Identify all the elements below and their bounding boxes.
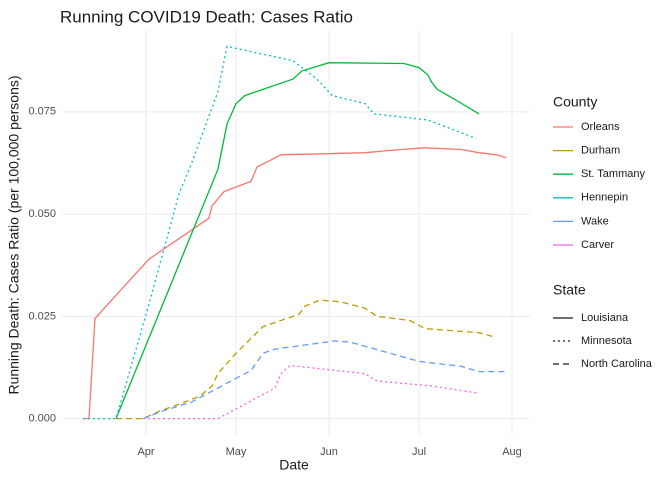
legend-title: County xyxy=(553,94,597,110)
series-line xyxy=(142,340,506,420)
series-line xyxy=(83,147,507,420)
grid xyxy=(62,30,530,435)
legend-label: Orleans xyxy=(581,121,620,133)
legend-label: St. Tammany xyxy=(581,168,645,180)
series-line xyxy=(116,299,495,420)
x-tick-label: Jul xyxy=(412,446,426,458)
legend-label: Carver xyxy=(581,239,614,251)
series-line xyxy=(115,62,480,419)
series-line xyxy=(143,364,480,420)
y-tick-label: 0.050 xyxy=(28,208,56,220)
y-tick-label: 0.025 xyxy=(28,310,56,322)
y-tick-label: 0.075 xyxy=(28,106,56,118)
x-tick-label: Jun xyxy=(320,446,338,458)
legend-label: Minnesota xyxy=(581,335,633,347)
series-line xyxy=(83,45,477,420)
legend-title: State xyxy=(553,282,586,298)
legend-label: Louisiana xyxy=(581,312,629,324)
x-axis-label: Date xyxy=(279,457,309,473)
x-tick-label: Aug xyxy=(502,446,522,458)
y-tick-label: 0.000 xyxy=(28,413,56,425)
legend-label: Hennepin xyxy=(581,192,628,204)
x-tick-label: May xyxy=(226,446,247,458)
legend-label: North Carolina xyxy=(581,358,653,370)
legend-label: Durham xyxy=(581,145,620,157)
y-axis-label: Running Death: Cases Ratio (per 100,000 … xyxy=(6,75,22,394)
chart-title: Running COVID19 Death: Cases Ratio xyxy=(60,7,353,26)
legend-label: Wake xyxy=(581,215,609,227)
x-tick-label: Apr xyxy=(137,446,154,458)
